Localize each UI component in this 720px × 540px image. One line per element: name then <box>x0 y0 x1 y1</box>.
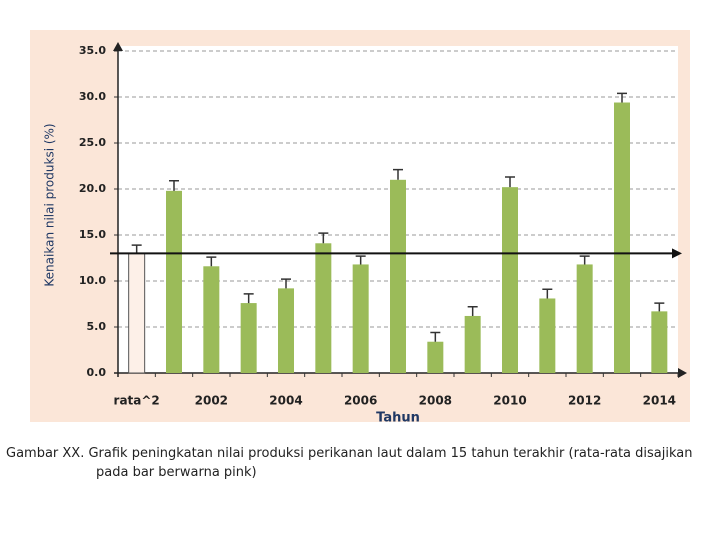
bar <box>240 303 257 373</box>
error-bar <box>654 302 665 312</box>
y-axis-arrow <box>113 42 123 51</box>
y-tick-label: 5.0 <box>87 320 107 333</box>
x-tick-label: 2008 <box>419 394 452 408</box>
x-tick-label: rata^2 <box>114 394 160 408</box>
x-tick-label: 2004 <box>269 394 302 408</box>
error-bar <box>318 232 329 244</box>
error-bar <box>505 176 515 188</box>
x-tick-label: 2002 <box>195 394 228 408</box>
x-axis-title: Tahun <box>376 411 420 426</box>
error-bar <box>355 255 366 265</box>
y-axis-title: Kenaikan nilai produksi (%) <box>43 123 57 286</box>
x-tick-label: 2010 <box>493 394 526 408</box>
error-bar <box>430 331 441 342</box>
y-tick-label: 30.0 <box>79 90 106 103</box>
y-tick-label: 35.0 <box>79 44 106 57</box>
bar <box>390 179 406 373</box>
caption: Gambar XX. Grafik peningkatan nilai prod… <box>6 446 693 480</box>
error-bar <box>131 244 142 254</box>
bar <box>464 315 481 373</box>
bar <box>614 102 630 374</box>
y-tick-label: 20.0 <box>79 182 106 195</box>
y-tick-label: 0.0 <box>87 366 107 379</box>
x-axis-arrow <box>678 368 687 378</box>
reference-arrow <box>672 248 682 259</box>
bar <box>166 190 182 373</box>
error-bar <box>579 255 590 265</box>
bar <box>278 288 294 373</box>
error-bar <box>393 168 403 180</box>
bar <box>502 187 518 373</box>
x-tick-label: 2014 <box>643 394 676 408</box>
error-bar <box>467 306 478 316</box>
bar <box>203 266 220 373</box>
x-tick-label: 2006 <box>344 394 377 408</box>
bar <box>352 264 369 373</box>
error-bar <box>243 293 254 304</box>
bar <box>427 341 444 373</box>
error-bar <box>542 288 553 299</box>
bar <box>576 264 593 373</box>
error-bar <box>281 278 291 289</box>
y-tick-label: 10.0 <box>79 274 106 287</box>
bar <box>651 311 668 373</box>
bar <box>315 243 332 373</box>
error-bar <box>169 179 179 191</box>
bar <box>539 298 556 373</box>
error-bar <box>617 92 627 103</box>
error-bar <box>206 256 217 267</box>
bar <box>128 252 146 374</box>
chart: Tahun Kenaikan nilai produksi (%) 0.0 5.0… <box>30 30 690 426</box>
y-tick-label: 25.0 <box>79 136 106 149</box>
y-tick-label: 15.0 <box>79 228 106 241</box>
x-tick-label: 2012 <box>568 394 601 408</box>
